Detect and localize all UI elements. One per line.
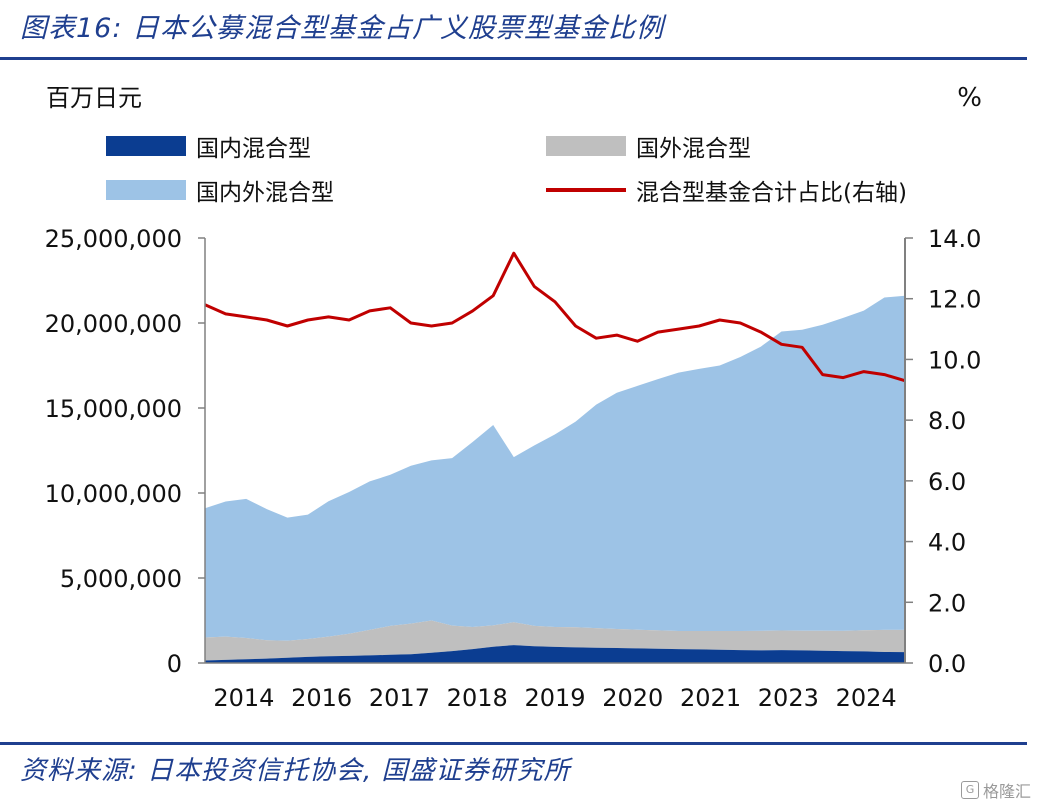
right-tick-label: 2.0 — [928, 589, 966, 617]
x-tick-label: 2019 — [524, 684, 585, 712]
right-tick-label: 12.0 — [928, 286, 981, 314]
legend-label-ratio: 混合型基金合计占比(右轴) — [636, 180, 907, 206]
left-tick-label: 15,000,000 — [45, 395, 182, 423]
area-domestic-foreign-mixed — [205, 295, 905, 641]
left-tick-label: 25,000,000 — [45, 225, 182, 253]
x-tick-label: 2018 — [447, 684, 508, 712]
x-tick-label: 2021 — [680, 684, 741, 712]
right-tick-label: 10.0 — [928, 346, 981, 374]
area-domestic-mixed — [205, 645, 905, 663]
legend-label-foreign: 国外混合型 — [636, 136, 751, 162]
watermark-text: 格隆汇 — [982, 782, 1031, 801]
right-tick-label: 8.0 — [928, 407, 966, 435]
legend-swatch-foreign — [546, 136, 626, 156]
left-tick-label: 10,000,000 — [45, 480, 182, 508]
left-tick-label: 20,000,000 — [45, 310, 182, 338]
legend-label-mixed: 国内外混合型 — [196, 180, 334, 206]
right-axis-unit: % — [957, 83, 982, 113]
source-note: 资料来源: 日本投资信托协会, 国盛证券研究所 — [20, 756, 571, 786]
chart: 百万日元 % 国内混合型 国外混合型 国内外混合型 混合型基金合计占比(右轴) … — [45, 83, 982, 712]
right-tick-label: 6.0 — [928, 468, 966, 496]
ratio-line — [204, 251, 906, 383]
right-tick-label: 0.0 — [928, 650, 966, 678]
legend-swatch-mixed — [106, 180, 186, 200]
figure-title: 图表16: 日本公募混合型基金占广义股票型基金比例 — [20, 13, 665, 44]
source-rule — [0, 742, 1027, 745]
watermark-logo-icon: G — [960, 781, 979, 799]
x-tick-label: 2014 — [213, 684, 274, 712]
watermark: G 格隆汇 — [960, 778, 1031, 802]
legend-label-domestic: 国内混合型 — [196, 136, 311, 162]
legend-swatch-domestic — [106, 136, 186, 156]
left-tick-label: 0 — [167, 650, 182, 678]
right-tick-label: 14.0 — [928, 225, 981, 253]
x-tick-label: 2024 — [836, 684, 897, 712]
x-tick-label: 2023 — [758, 684, 819, 712]
x-tick-label: 2016 — [291, 684, 352, 712]
left-tick-label: 5,000,000 — [60, 565, 182, 593]
left-axis-unit: 百万日元 — [46, 84, 142, 112]
right-tick-label: 4.0 — [928, 529, 966, 557]
title-rule — [0, 57, 1027, 60]
area-foreign-mixed — [205, 620, 905, 661]
x-tick-label: 2017 — [369, 684, 430, 712]
x-tick-label: 2020 — [602, 684, 663, 712]
